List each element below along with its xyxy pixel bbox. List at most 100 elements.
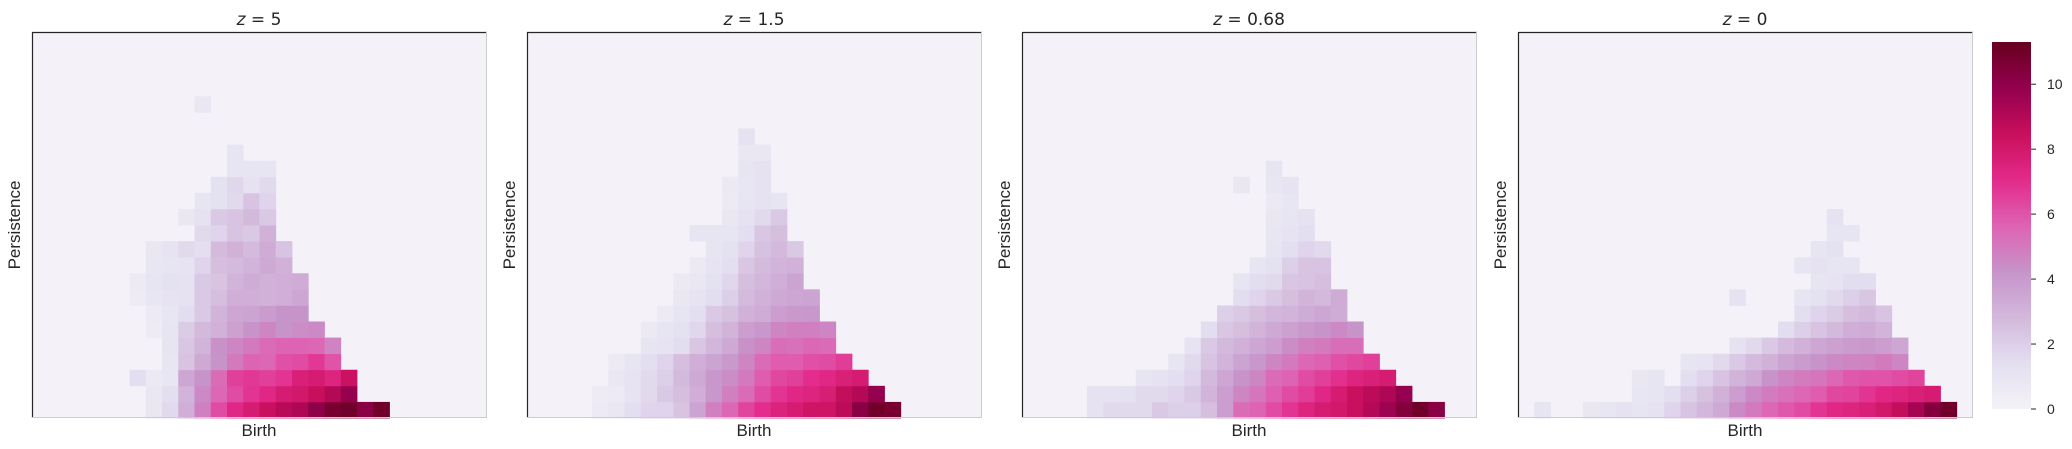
heatmap-cell (673, 273, 690, 290)
heatmap-cell (705, 401, 723, 419)
heatmap-cell (754, 273, 772, 290)
heatmap-cell (1794, 385, 1811, 403)
heatmap-cell (722, 321, 739, 338)
heatmap-cell (275, 257, 293, 274)
heatmap-cell (1314, 257, 1332, 274)
heatmap-cell (162, 289, 179, 306)
heatmap-cell (705, 385, 723, 403)
heatmap-cell (1924, 401, 1941, 419)
heatmap-cell (787, 273, 804, 290)
heatmap-cell (1729, 289, 1746, 306)
heatmap-cell (1330, 353, 1348, 371)
heatmap-cell (1249, 353, 1267, 371)
heatmap-cell (324, 369, 342, 387)
heatmap-cell (275, 273, 293, 290)
heatmap-cell (738, 305, 755, 322)
x-axis-label: Birth (242, 421, 277, 440)
heatmap-cell (754, 225, 772, 242)
heatmap-cell (1233, 401, 1250, 419)
heatmap-cell (178, 273, 195, 290)
heatmap-cell (592, 385, 609, 403)
heatmap-cell (803, 289, 820, 306)
heatmap-cell (1233, 273, 1250, 290)
heatmap-cell (308, 401, 325, 419)
heatmap-cell (259, 369, 277, 387)
heatmap-cell (340, 385, 358, 403)
heatmap-cell (1217, 337, 1234, 355)
heatmap-cell (1265, 176, 1283, 194)
heatmap-cell (1826, 257, 1844, 274)
heatmap-cell (1298, 385, 1315, 403)
heatmap-cell (210, 401, 228, 419)
heatmap-cell (1135, 385, 1153, 403)
heatmap-cells (129, 96, 390, 419)
panel-1: z = 5 Birth Persistence (5, 10, 487, 440)
heatmap-cell (1859, 385, 1876, 403)
heatmap-cell (1265, 160, 1283, 178)
heatmap-cell (1810, 241, 1828, 258)
heatmap-cell (1859, 337, 1876, 355)
y-axis-label: Persistence (1491, 181, 1510, 270)
heatmap-cell (770, 401, 788, 419)
heatmap-cell (868, 385, 885, 403)
heatmap-cell (1843, 385, 1860, 403)
heatmap-cell (194, 337, 212, 355)
heatmap-cell (819, 353, 837, 371)
heatmap-cell (1843, 273, 1860, 290)
heatmap-cell (1282, 369, 1299, 387)
heatmap-cell (1249, 257, 1267, 274)
heatmap-cell (1664, 401, 1681, 419)
heatmap-cell (227, 337, 244, 355)
heatmap-cell (194, 257, 212, 274)
heatmap-cell (227, 144, 244, 162)
heatmap-cell (770, 257, 788, 274)
panel-title-value: 0 (1757, 10, 1768, 30)
heatmap-cell (1265, 208, 1283, 226)
heatmap-cell (1200, 385, 1218, 403)
heatmap-cell (738, 225, 755, 242)
heatmap-cell (259, 321, 277, 338)
heatmap-cell (1696, 385, 1714, 403)
heatmap-cell (227, 289, 244, 306)
heatmap-cell (738, 144, 755, 162)
heatmap-cell (178, 208, 195, 226)
heatmap-cell (1314, 353, 1332, 371)
heatmap-cell (259, 289, 277, 306)
heatmap-cell (292, 337, 309, 355)
heatmap-cell (1729, 337, 1746, 355)
heatmap-cell (1330, 369, 1348, 387)
heatmap-cell (640, 385, 658, 403)
heatmap-cell (1631, 385, 1649, 403)
heatmap-cell (1379, 385, 1397, 403)
heatmap-cell (1826, 401, 1844, 419)
heatmap-cell (1363, 385, 1380, 403)
heatmap-cell (1298, 353, 1315, 371)
heatmap-cell (259, 305, 277, 322)
heatmap-cell (705, 305, 723, 322)
heatmap-cell (787, 369, 804, 387)
heatmap-cell (1826, 385, 1844, 403)
heatmap-cell (787, 241, 804, 258)
heatmap-cell (275, 241, 293, 258)
heatmap-cell (803, 353, 820, 371)
heatmap-cell (259, 192, 277, 210)
heatmap-cell (1843, 289, 1860, 306)
heatmap-cell (640, 401, 658, 419)
heatmap-cell (243, 273, 260, 290)
heatmap-cell (640, 321, 658, 338)
heatmap-cell (657, 401, 674, 419)
heatmap-cell (852, 369, 869, 387)
heatmap-cell (145, 401, 163, 419)
heatmap-cell (129, 289, 147, 306)
panel-title-equals: = (246, 10, 271, 30)
heatmap-cell (1282, 273, 1299, 290)
heatmap-cell (1249, 305, 1267, 322)
heatmap-cell (1184, 353, 1202, 371)
heatmap-cell (210, 369, 228, 387)
heatmap-cell (275, 353, 293, 371)
heatmap-cell (1233, 337, 1250, 355)
heatmap-cell (738, 257, 755, 274)
heatmap-cell (722, 273, 739, 290)
panel-title-equals: = (1732, 10, 1757, 30)
heatmap-cell (705, 321, 723, 338)
